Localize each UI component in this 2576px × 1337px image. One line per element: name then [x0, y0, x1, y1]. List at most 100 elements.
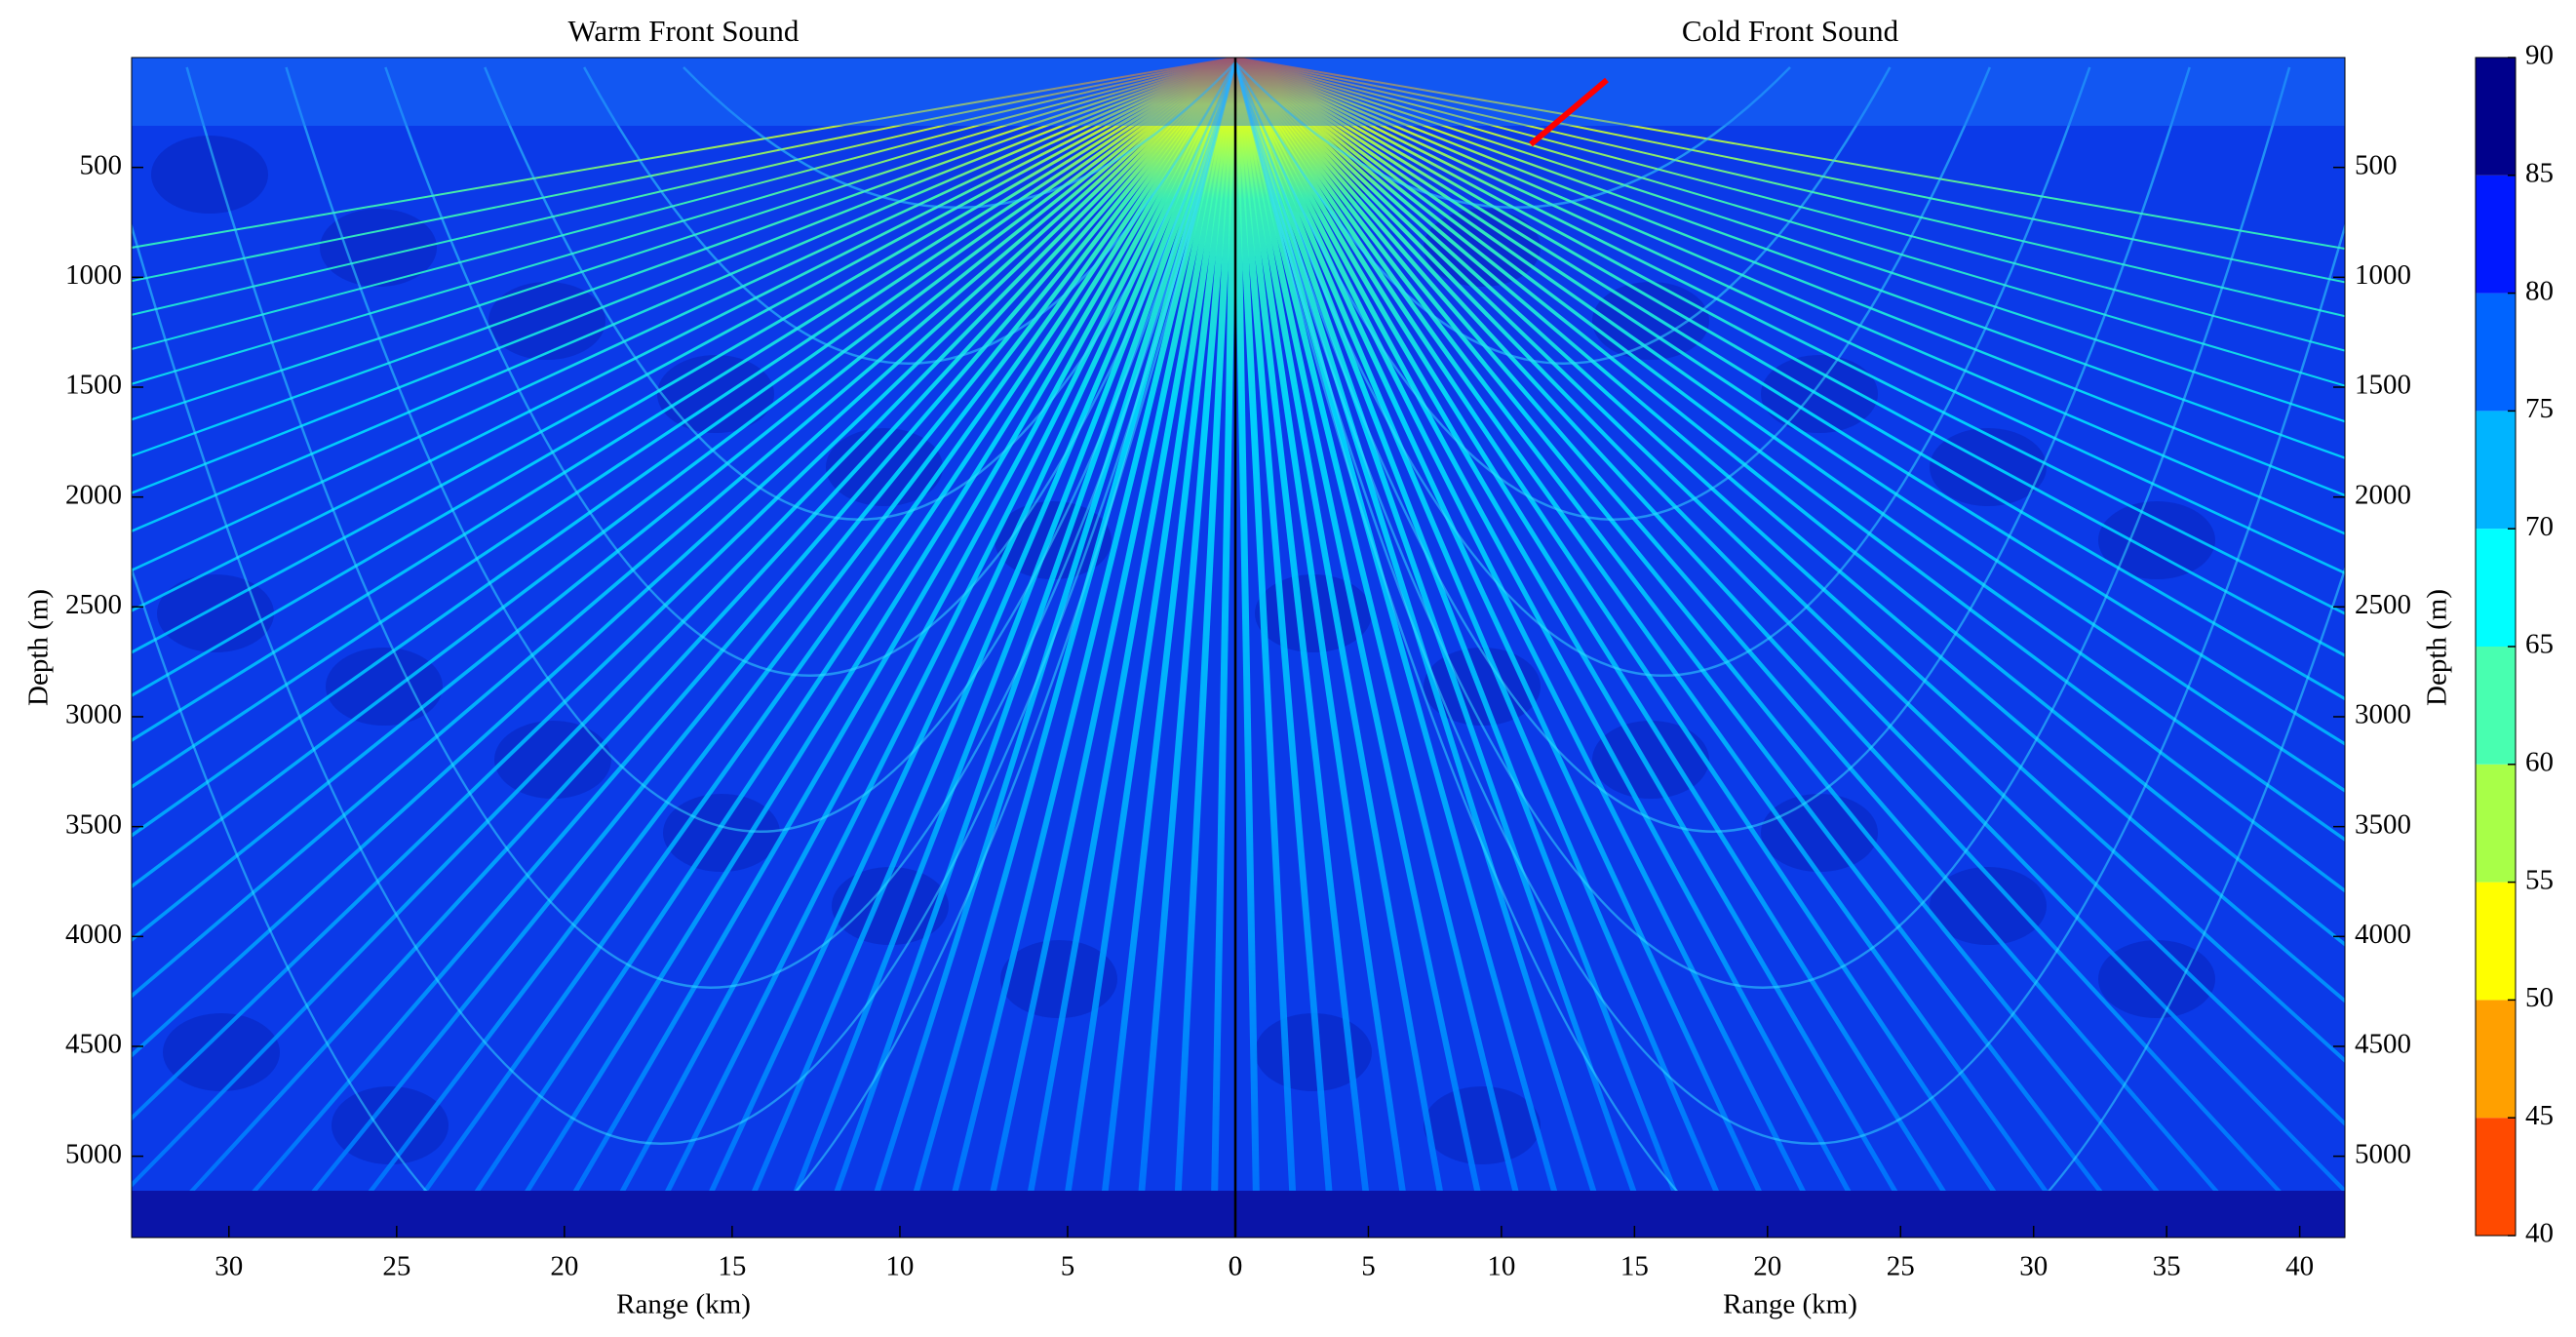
ray — [1235, 58, 1413, 1238]
ray — [1235, 58, 1738, 1238]
ray — [1235, 58, 2081, 1238]
y-tick-label: 3000 — [65, 699, 122, 730]
ray-arc — [132, 61, 1235, 1238]
seabed-layer — [132, 1191, 1235, 1238]
y-tick-label: 4500 — [2355, 1029, 2411, 1060]
ray — [1134, 58, 1235, 1238]
ray — [1235, 58, 1571, 1238]
y-tick-label: 2000 — [65, 479, 122, 510]
field-shadow — [1592, 721, 1709, 799]
colorbar-tick-label: 65 — [2525, 629, 2554, 660]
ray — [1235, 58, 1375, 1238]
ray — [775, 58, 1235, 1238]
field-shadow — [157, 574, 274, 652]
y-tick-label: 4000 — [65, 919, 122, 950]
y-tick-label: 4500 — [65, 1029, 122, 1060]
ray — [1235, 58, 1452, 1238]
y-tick-label: 2500 — [2355, 589, 2411, 620]
ray — [132, 58, 1235, 421]
ray — [1235, 58, 1876, 1238]
colorbar-tick-label: 60 — [2525, 746, 2554, 777]
ray — [642, 58, 1235, 1238]
x-axis-label: Range (km) — [1723, 1289, 1857, 1320]
ray — [1235, 58, 2345, 575]
ray — [940, 58, 1235, 1238]
colorbar-tick-label: 80 — [2525, 275, 2554, 306]
y-tick-label: 1000 — [2355, 259, 2411, 291]
ray — [1235, 58, 2258, 1238]
field-shadow — [1930, 867, 2047, 945]
sound-field — [1235, 58, 2345, 1238]
colorbar-tick-label: 85 — [2525, 157, 2554, 188]
y-tick-label: 3500 — [65, 808, 122, 840]
ray — [1235, 58, 1491, 1238]
colorbar-tick-label: 75 — [2525, 393, 2554, 424]
ray — [1235, 58, 1261, 1238]
x-tick-label: 0 — [1229, 1251, 1243, 1282]
ray — [213, 58, 1235, 1238]
ray — [333, 58, 1235, 1238]
ray — [132, 58, 1235, 742]
ray — [1235, 58, 2345, 657]
ray-arc — [1235, 61, 2191, 833]
ray — [132, 58, 1235, 316]
ray — [1235, 58, 2345, 1003]
ray — [1235, 58, 2345, 615]
ray — [1235, 58, 1925, 1238]
ray-arc — [384, 61, 1235, 677]
ray — [132, 58, 1235, 457]
ray — [1235, 58, 2345, 1064]
colorbar-bin — [2476, 529, 2516, 647]
x-tick-label: 20 — [1753, 1251, 1781, 1282]
field-shadow — [1761, 794, 1878, 872]
colorbar-tick-label: 40 — [2525, 1218, 2554, 1249]
ray — [132, 58, 1235, 999]
y-tick-label: 2000 — [2355, 479, 2411, 510]
colorbar-bin — [2476, 411, 2516, 530]
colorbar-tick-label: 55 — [2525, 864, 2554, 895]
ray-arc — [185, 61, 1235, 989]
ray — [1235, 58, 2345, 893]
sound-field — [132, 58, 1235, 1238]
y-tick-label: 1500 — [2355, 370, 2411, 401]
ray — [732, 58, 1235, 1238]
colorbar-bin — [2476, 882, 2516, 1001]
panel-title: Warm Front Sound — [568, 14, 800, 48]
ray — [132, 58, 1235, 572]
ray — [132, 58, 1235, 789]
ray — [1235, 58, 1337, 1238]
x-tick-label: 10 — [1487, 1251, 1515, 1282]
field-shadow — [494, 721, 611, 799]
ray — [1235, 58, 2345, 746]
ray — [1235, 58, 2345, 423]
ray — [132, 58, 1235, 942]
ray — [1235, 58, 2345, 284]
ray — [132, 58, 1235, 283]
field-shadow — [2098, 940, 2215, 1018]
x-tick-label: 30 — [215, 1251, 243, 1282]
ray — [132, 58, 1235, 838]
ray — [1019, 58, 1235, 1238]
ray — [132, 58, 1235, 1189]
y-tick-label: 500 — [80, 149, 123, 180]
y-axis-label: Depth (m) — [2422, 589, 2453, 706]
ray — [274, 58, 1235, 1238]
x-tick-label: 0 — [1229, 1251, 1243, 1282]
field-shadow — [1592, 282, 1709, 360]
y-tick-label: 5000 — [65, 1138, 122, 1169]
ray — [132, 58, 1235, 494]
ray — [1235, 58, 2345, 947]
ray — [132, 58, 1235, 889]
ray-arc — [583, 61, 1235, 365]
ray — [1172, 58, 1235, 1238]
x-tick-label: 30 — [2019, 1251, 2048, 1282]
ray — [1235, 58, 2323, 1238]
ray — [1235, 58, 2345, 1195]
colorbar-bin — [2476, 764, 2516, 883]
ray — [132, 58, 1235, 654]
ray — [147, 58, 1235, 1238]
colorbar-bin — [2476, 175, 2516, 294]
ray-arc — [1235, 61, 2345, 1145]
ray-arc — [1235, 61, 2091, 677]
